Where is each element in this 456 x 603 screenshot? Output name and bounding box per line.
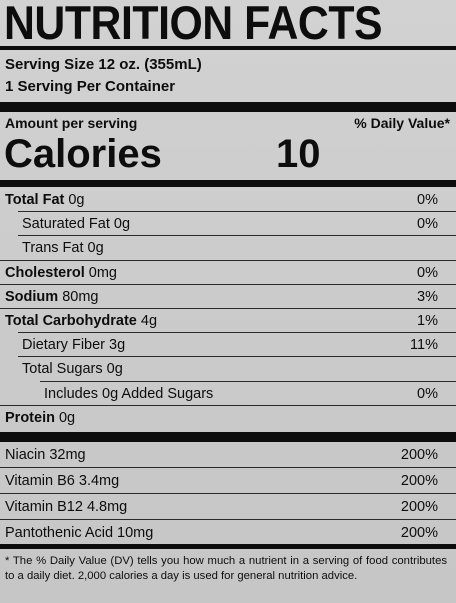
footnote-divider [0,544,456,549]
row-divider [0,519,456,520]
nutrient-row: Saturated Fat 0g 0% [0,212,456,236]
nutrient-name: Total Fat 0g [5,192,85,208]
label-title: NUTRITION FACTS [4,0,383,49]
row-divider [0,259,456,261]
nutrient-name-bold: Protein [5,409,55,426]
serving-size: Serving Size 12 oz. (355mL) [5,56,202,73]
nutrient-name: Sodium 80mg [5,288,99,305]
vitamin-name: Vitamin B6 3.4mg [5,473,120,489]
row-divider [0,308,456,309]
nutrient-name: Total Sugars 0g [22,361,123,378]
vitamin-daily-value: 200% [400,525,438,541]
nutrient-name: Dietary Fiber 3g [22,337,126,354]
nutrient-name: Saturated Fat 0g [22,216,131,233]
nutrient-name: Cholesterol 0mg [5,264,118,281]
daily-value-header: % Daily Value* [354,115,450,131]
nutrient-daily-value: 11% [410,337,438,354]
nutrient-daily-value: 3% [417,288,438,305]
amount-per-serving: Amount per serving [5,115,138,131]
nutrient-name-bold: Total Carbohydrate [5,313,137,329]
title-divider [0,46,456,50]
row-divider [0,404,456,406]
nutrient-daily-value: 0% [417,216,438,233]
vitamin-daily-value: 200% [400,499,438,515]
row-divider [0,283,456,285]
servings-per-container: 1 Serving Per Container [5,78,176,95]
vitamin-row: Niacin 32mg 200% [0,442,456,468]
nutrient-row: Trans Fat 0g [0,236,456,260]
nutrient-name: Protein 0g [5,409,76,426]
nutrient-name-bold: Total Fat [5,192,65,208]
vitamin-daily-value: 200% [400,473,438,489]
nutrient-row: Total Carbohydrate 4g 1% [0,309,456,333]
nutrient-daily-value: 0% [417,192,438,208]
thick-divider-vitamins [0,432,456,442]
nutrient-row: Sodium 80mg 3% [0,285,456,309]
vitamin-row: Vitamin B12 4.8mg 200% [0,494,456,520]
nutrient-name: Includes 0g Added Sugars [44,385,214,402]
nutrient-row: Cholesterol 0mg 0% [0,261,456,285]
nutrient-row: Dietary Fiber 3g 11% [0,333,456,357]
row-divider [18,211,456,213]
calories-value: 10 [276,132,321,176]
vitamin-row: Vitamin B6 3.4mg 200% [0,468,456,494]
vitamin-daily-value: 200% [400,447,438,463]
row-divider [0,493,456,494]
row-divider [40,380,456,382]
row-divider [0,467,456,468]
nutrient-row: Protein 0g [0,406,456,430]
nutrient-daily-value: 0% [417,264,438,281]
nutrient-row: Total Fat 0g 0% [0,188,456,212]
nutrient-row: Includes 0g Added Sugars 0% [0,382,456,406]
row-divider [18,332,456,334]
row-divider [18,235,456,237]
row-divider [18,356,456,358]
nutrient-daily-value: 0% [417,385,438,402]
nutrient-row: Total Sugars 0g [0,357,456,381]
nutrient-name: Total Carbohydrate 4g [5,313,158,329]
vitamin-name: Pantothenic Acid 10mg [5,525,154,541]
vitamin-name: Vitamin B12 4.8mg [5,499,128,515]
vitamin-name: Niacin 32mg [5,447,86,463]
footnote: * The % Daily Value (DV) tells you how m… [5,555,447,582]
nutrient-daily-value: 1% [417,313,438,329]
calories-divider [0,180,456,187]
nutrient-name-bold: Cholesterol [5,264,85,281]
calories-label: Calories [4,132,162,176]
thick-divider-top [0,102,456,112]
nutrient-name: Trans Fat 0g [22,240,104,257]
vitamin-row: Pantothenic Acid 10mg 200% [0,520,456,546]
nutrient-name-bold: Sodium [5,288,59,305]
